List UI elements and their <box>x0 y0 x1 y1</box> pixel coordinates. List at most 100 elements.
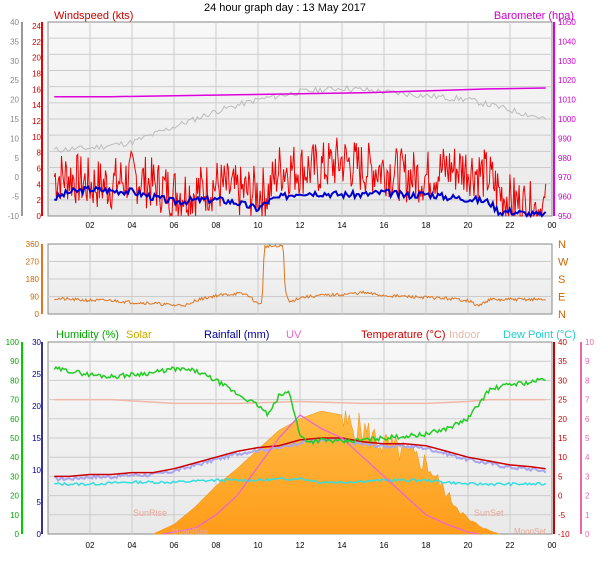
temperature-tick: 10 <box>558 453 567 462</box>
rainfall-tick: 20 <box>32 402 41 411</box>
wind-grid <box>48 22 552 216</box>
humidity-tick: 100 <box>6 338 20 347</box>
barometer-tick: 990 <box>558 134 572 143</box>
uv-tick: 4 <box>585 453 590 462</box>
humidity-line <box>53 365 546 446</box>
direction-tick: 360 <box>26 240 40 249</box>
weather-axes: 0 10 20 30 40 5 06 0 7 08 0 90 10 00 5 10 15 20 25 30 -10 -5 0… <box>6 338 595 550</box>
x-tick-label: 02 <box>86 221 95 230</box>
uv-tick: 3 <box>585 472 590 481</box>
wind-axes: 024681012141618202224-10-505101520253035… <box>7 18 576 230</box>
direction-tick: 180 <box>26 275 40 284</box>
temperature-tick: 15 <box>558 434 567 443</box>
uv-tick: 7 <box>585 396 590 405</box>
uv-tick: 0 <box>585 530 590 539</box>
barometer-tick: 1040 <box>558 37 576 46</box>
x-tick-label: 18 <box>422 221 431 230</box>
x-tick-label: 20 <box>464 221 473 230</box>
windspeed-tick: 12 <box>32 117 41 126</box>
humidity-tick: 40 <box>10 453 19 462</box>
humidity-tick: 30 <box>10 472 19 481</box>
x-tick-label: 10 <box>254 541 263 550</box>
x-tick-label: 06 <box>170 541 179 550</box>
temperature-tick: -5 <box>558 511 566 520</box>
x-tick-label: 12 <box>296 221 305 230</box>
barometer-tick: 1030 <box>558 57 576 66</box>
legend-humidity: Humidity (%) <box>56 329 119 341</box>
x-tick-label: 12 <box>296 541 305 550</box>
compass-tick: W <box>558 257 569 269</box>
barometer-tick: 960 <box>558 193 572 202</box>
temperature-tick: -10 <box>558 530 570 539</box>
dewpoint-line <box>54 476 547 487</box>
temperature-tick: 35 <box>558 357 567 366</box>
windspeed-tick: 8 <box>37 149 42 158</box>
x-tick-label: 02 <box>86 541 95 550</box>
temperature-tick: 0 <box>558 492 563 501</box>
annotation-sunrise: SunRise <box>133 508 167 518</box>
windspeed-tick: 6 <box>37 164 42 173</box>
rainfall-tick: 5 <box>37 498 42 507</box>
x-tick-label: 16 <box>380 221 389 230</box>
temperature-tick: 5 <box>558 472 563 481</box>
humidity-tick: 50 <box>10 434 19 443</box>
page-title: 24 hour graph day : 13 May 2017 <box>204 2 366 14</box>
rainfall-tick: 15 <box>32 434 41 443</box>
x-tick-label: 08 <box>212 541 221 550</box>
windspeed-line <box>53 137 547 218</box>
gray-axis-tick: 15 <box>10 115 19 124</box>
barometer-tick: 950 <box>558 212 572 221</box>
gray-axis-tick: -5 <box>12 193 20 202</box>
wind-series <box>53 84 547 219</box>
temperature-line <box>54 437 546 478</box>
gray-axis-tick: 25 <box>10 76 19 85</box>
annotation-sunset: SunSet <box>474 508 504 518</box>
gray-axis-tick: 40 <box>10 18 19 27</box>
rainfall-tick: 10 <box>32 466 41 475</box>
compass-tick: S <box>558 274 565 286</box>
barometer-tick: 1000 <box>558 115 576 124</box>
x-tick-label: 00 <box>548 541 557 550</box>
barometer-tick: 1050 <box>558 18 576 27</box>
windspeed-tick: 4 <box>37 180 42 189</box>
windspeed-axis-label: Windspeed (kts) <box>54 10 133 22</box>
wind-panel: 024681012141618202224-10-505101520253035… <box>7 10 576 230</box>
humidity-tick: 0 <box>15 530 20 539</box>
gray-axis-tick: 0 <box>15 173 20 182</box>
temperature-tick: 20 <box>558 415 567 424</box>
humidity-tick: 70 <box>10 396 19 405</box>
direction-tick: 0 <box>35 310 40 319</box>
barometer-tick: 1010 <box>558 96 576 105</box>
gray-axis-tick: 10 <box>10 134 19 143</box>
barometer-tick: 1020 <box>558 76 576 85</box>
rainfall-tick: 25 <box>32 370 41 379</box>
annotation-moonset: MoonSet <box>514 527 547 536</box>
indoor-line <box>54 398 546 405</box>
x-tick-label: 22 <box>506 221 515 230</box>
temperature-tick: 25 <box>558 396 567 405</box>
x-tick-label: 10 <box>254 221 263 230</box>
compass-tick: E <box>558 292 565 304</box>
humidity-tick: 20 <box>10 492 19 501</box>
x-tick-label: 04 <box>128 221 137 230</box>
direction-grid <box>48 244 552 314</box>
rainfall-tick: 30 <box>32 338 41 347</box>
weather-series <box>53 365 547 535</box>
wind-direction-line <box>54 243 546 307</box>
x-tick-label: 14 <box>338 541 347 550</box>
wind-average-line <box>54 185 547 219</box>
compass-tick: N <box>558 239 566 251</box>
humidity-tick: 90 <box>10 357 19 366</box>
windspeed-tick: 10 <box>32 133 41 142</box>
uv-tick: 9 <box>585 357 590 366</box>
barometer-tick: 980 <box>558 154 572 163</box>
uv-tick: 5 <box>585 434 590 443</box>
weather-legend: Humidity (%) Solar Rainfall (mm) UV Temp… <box>56 329 576 341</box>
apparent-temperature-line <box>54 437 547 482</box>
annotation-moonrise: MoonRise <box>172 527 209 536</box>
windspeed-tick: 24 <box>32 22 41 31</box>
x-tick-label: 08 <box>212 221 221 230</box>
